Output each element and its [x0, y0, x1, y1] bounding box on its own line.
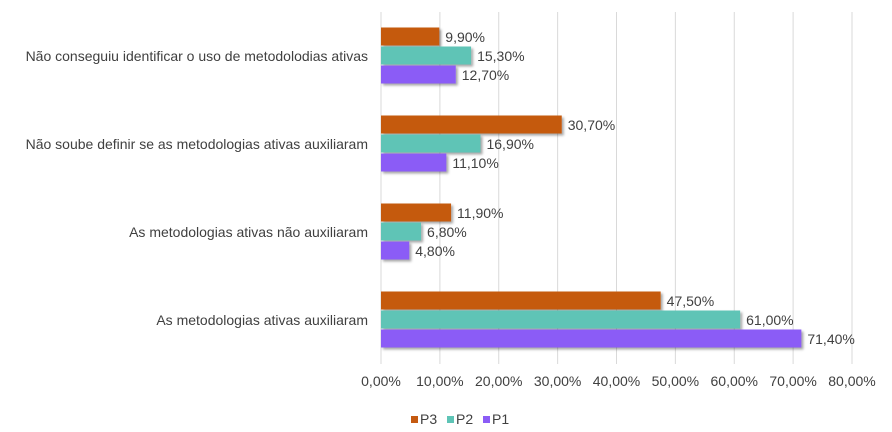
x-tick-label: 40,00% [593, 373, 640, 389]
data-label: 11,10% [452, 155, 498, 171]
category-label: Não soube definir se as metodologias ati… [26, 136, 368, 152]
legend-label: P2 [456, 411, 473, 427]
data-label: 71,40% [807, 331, 854, 347]
category-label: As metodologias ativas auxiliaram [156, 312, 368, 328]
data-label: 47,50% [667, 293, 714, 309]
category-labels: Não conseguiu identificar o uso de metod… [26, 48, 368, 328]
category-label: Não conseguiu identificar o uso de metod… [26, 48, 368, 64]
data-label: 30,70% [568, 117, 615, 133]
x-tick-label: 60,00% [711, 373, 758, 389]
legend-label: P3 [420, 411, 437, 427]
x-tick-label: 70,00% [769, 373, 816, 389]
bar-p1 [381, 241, 410, 260]
bar-p2 [381, 134, 481, 153]
category-label: As metodologias ativas não auxiliaram [129, 224, 368, 240]
bar-p2 [381, 310, 741, 329]
x-tick-label: 30,00% [534, 373, 581, 389]
x-tick-label: 10,00% [416, 373, 463, 389]
bars [381, 27, 802, 348]
legend: P3 P2 P1 [411, 411, 509, 427]
legend-label: P1 [492, 411, 509, 427]
x-tick-label: 50,00% [652, 373, 699, 389]
bar-p2 [381, 222, 422, 241]
bar-p3 [381, 203, 452, 222]
x-axis-ticks: 0,00% 10,00% 20,00% 30,00% 40,00% 50,00% 60,00… [361, 373, 876, 389]
bar-p1 [381, 153, 447, 172]
legend-swatch-p1 [483, 416, 490, 423]
bar-p3 [381, 291, 661, 310]
bar-p3 [381, 115, 562, 134]
data-label: 9,90% [445, 29, 485, 45]
x-tick-label: 80,00% [828, 373, 875, 389]
bar-p2 [381, 46, 472, 65]
data-label: 15,30% [477, 48, 524, 64]
legend-swatch-p2 [447, 416, 454, 423]
data-label: 16,90% [486, 136, 533, 152]
legend-swatch-p3 [411, 416, 418, 423]
data-labels: 9,90% 15,30% 12,70% 30,70% 16,90% 11,10% 11,90… [415, 29, 855, 347]
x-tick-label: 20,00% [475, 373, 522, 389]
data-label: 4,80% [415, 243, 455, 259]
x-tick-label: 0,00% [361, 373, 401, 389]
data-label: 12,70% [462, 67, 509, 83]
data-label: 11,90% [457, 205, 503, 221]
bar-p3 [381, 27, 440, 46]
bar-p1 [381, 65, 456, 84]
data-label: 6,80% [427, 224, 467, 240]
bar-p1 [381, 329, 802, 348]
data-label: 61,00% [746, 312, 793, 328]
